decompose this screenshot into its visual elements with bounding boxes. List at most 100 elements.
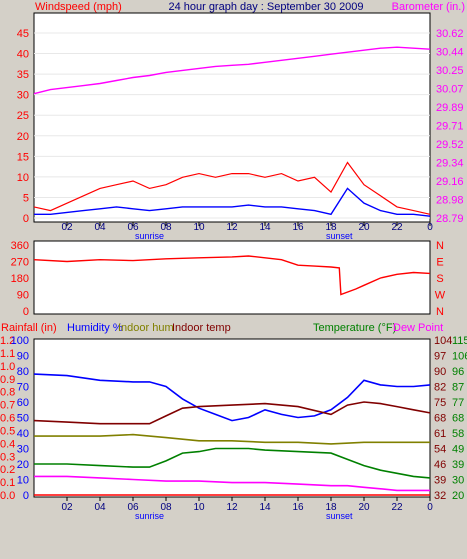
- left-tick-label: 0: [23, 213, 29, 225]
- x-tick-label: 22: [391, 502, 403, 513]
- right-tick-label: 30.44: [436, 47, 464, 59]
- right-axis-title-barometer: Barometer (in.): [392, 1, 465, 13]
- x-tick-label: 16: [292, 502, 304, 513]
- temperature-b-tick-label: 39: [452, 459, 464, 471]
- humidity-tick-label: 70: [17, 382, 29, 394]
- sunrise-label: sunrise: [135, 231, 164, 241]
- right-tick-label: 28.79: [436, 213, 464, 225]
- right-tick-label: 29.34: [436, 158, 464, 170]
- sunrise-label: sunrise: [135, 511, 164, 521]
- left-tick-label: 45: [17, 28, 29, 40]
- temperature-b-tick-label: 87: [452, 382, 464, 394]
- rain-tick-label: 0.1: [0, 477, 15, 489]
- x-tick-label: 06: [127, 222, 139, 233]
- temperature-a-tick-label: 61: [434, 428, 446, 440]
- rain-tick-label: 0.4: [0, 438, 15, 450]
- compass-label: W: [435, 290, 446, 302]
- rain-tick-label: 1.0: [0, 361, 15, 373]
- series-line-wind-gust-mph-: [33, 161, 431, 215]
- temperature-a-tick-label: 46: [434, 459, 446, 471]
- series-line-indoor-hum: [34, 433, 430, 445]
- plot-area-humidity: [33, 338, 431, 498]
- temperature-b-tick-label: 30: [452, 475, 464, 487]
- x-tick-label: 02: [61, 502, 73, 513]
- rain-tick-label: 0.5: [0, 425, 15, 437]
- left-tick-label: 270: [11, 257, 29, 269]
- axis-ticks-rainfall: 0.00.10.20.30.40.50.60.70.80.91.01.11.2: [0, 335, 15, 502]
- rain-tick-label: 1.1: [0, 348, 15, 360]
- humidity-tick-label: 10: [17, 475, 29, 487]
- right-axis-ticks-barometer: 28.79 28.98 29.16 29.34 29.52 29.71 29.89 30.07…: [436, 28, 464, 225]
- right-tick-label: 28.98: [436, 195, 464, 207]
- humidity-tick-label: 20: [17, 459, 29, 471]
- x-tick-label: 18: [325, 502, 337, 513]
- left-tick-label: 40: [17, 49, 29, 61]
- axis-title-indoor-temp: Indoor temp: [172, 322, 231, 334]
- x-tick-label: 0: [427, 502, 433, 513]
- compass-label: S: [436, 273, 443, 285]
- series-line-humidity-: [33, 373, 431, 422]
- right-tick-label: 29.52: [436, 139, 464, 151]
- temperature-b-tick-label: 68: [452, 413, 464, 425]
- x-tick-label: 0: [427, 222, 433, 233]
- temperature-b-tick-label: 96: [452, 366, 464, 378]
- temperature-a-tick-label: 104: [434, 335, 452, 347]
- x-tick-label: 16: [292, 222, 304, 233]
- axis-ticks-temperature-b: 20 30 39 49 58 68 77 87 96 106 115: [452, 335, 467, 502]
- temperature-a-tick-label: 68: [434, 413, 446, 425]
- left-tick-label: 180: [11, 273, 29, 285]
- x-tick-label: 22: [391, 222, 403, 233]
- x-tick-label: 06: [127, 502, 139, 513]
- compass-label: E: [436, 257, 443, 269]
- rain-tick-label: 1.2: [0, 335, 15, 347]
- compass-label: N: [436, 306, 444, 318]
- temperature-b-tick-label: 58: [452, 428, 464, 440]
- left-tick-label: 5: [23, 192, 29, 204]
- series-line-wind-average-mph-: [34, 187, 431, 217]
- humidity-tick-label: 90: [17, 351, 29, 363]
- left-tick-label: 20: [17, 131, 29, 143]
- sunset-label: sunset: [326, 231, 353, 241]
- rain-tick-label: 0.9: [0, 374, 15, 386]
- temperature-a-tick-label: 97: [434, 351, 446, 363]
- temperature-b-tick-label: 49: [452, 444, 464, 456]
- axis-title-dew-point: Dew Point: [393, 322, 443, 334]
- left-tick-label: 360: [11, 240, 29, 252]
- humidity-tick-label: 80: [17, 366, 29, 378]
- series-line-wind-direction: [33, 255, 431, 296]
- plot-area-direction: [33, 240, 431, 315]
- left-axis-ticks-direction: 0 90 180 270 360: [11, 240, 29, 318]
- temperature-a-tick-label: 39: [434, 475, 446, 487]
- series-line-temperature-f-: [34, 447, 431, 479]
- rain-tick-label: 0.7: [0, 400, 15, 412]
- series-line-indoor-temp: [33, 401, 431, 425]
- left-axis-ticks-wind: 0 5 10 15 20 25 30 35 40 45: [17, 28, 29, 225]
- temperature-b-tick-label: 115: [452, 335, 467, 347]
- x-tick-label: 02: [61, 222, 73, 233]
- humidity-tick-label: 100: [11, 335, 29, 347]
- temperature-a-tick-label: 90: [434, 366, 446, 378]
- temperature-b-tick-label: 20: [452, 490, 464, 502]
- left-tick-label: 25: [17, 110, 29, 122]
- series-wind-barometer: [33, 32, 431, 219]
- left-tick-label: 15: [17, 151, 29, 163]
- humidity-tick-label: 60: [17, 397, 29, 409]
- right-tick-label: 30.07: [436, 84, 464, 96]
- axis-title-temperature: Temperature (°F): [313, 322, 396, 334]
- x-tick-label: 10: [193, 502, 205, 513]
- rain-tick-label: 0.8: [0, 387, 15, 399]
- x-tick-label: 10: [193, 222, 205, 233]
- rain-tick-label: 0.0: [0, 490, 15, 502]
- left-axis-title-windspeed: Windspeed (mph): [35, 1, 122, 13]
- temperature-a-tick-label: 75: [434, 397, 446, 409]
- axis-title-rainfall: Rainfall (in): [1, 322, 57, 334]
- right-tick-label: 29.16: [436, 176, 464, 188]
- x-tick-label: 20: [358, 502, 370, 513]
- axis-ticks-humidity: 0 10 20 30 40 50 60 70 80 90 100: [11, 335, 29, 502]
- rain-tick-label: 0.2: [0, 464, 15, 476]
- right-tick-label: 30.62: [436, 28, 464, 40]
- series-wind-direction: [33, 255, 431, 296]
- panel-humidity-temperature: Rainfall (in) Humidity % Indoor hum Indo…: [0, 322, 467, 521]
